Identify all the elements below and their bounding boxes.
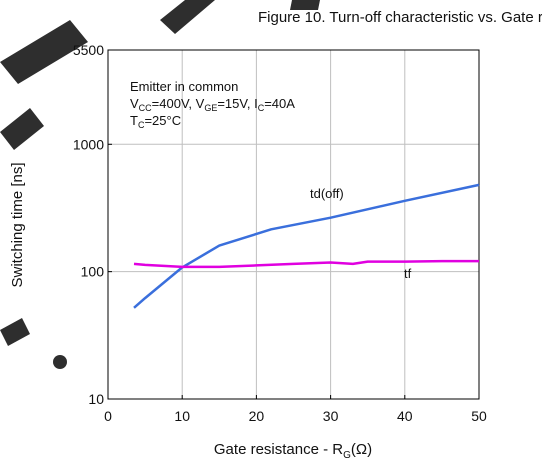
series-layer — [133, 183, 480, 309]
y-tick-label: 1000 — [73, 136, 104, 152]
x-tick-label: 10 — [174, 408, 190, 424]
x-tick-label: 30 — [323, 408, 339, 424]
series-line-tf — [133, 259, 479, 269]
gridlines — [108, 50, 479, 399]
chart-title: Figure 10. Turn-off characteristic vs. G… — [258, 9, 542, 26]
plot-frame — [107, 49, 480, 400]
y-axis-label: Switching time [ns] — [9, 162, 26, 287]
conditions-box: Emitter in common VCC=400V, VGE=15V, IC=… — [130, 79, 295, 130]
x-tick-label: 50 — [471, 408, 487, 424]
condition-line-2: VCC=400V, VGE=15V, IC=40A — [130, 96, 295, 113]
x-axis-label: Gate resistance - RG(Ω) — [214, 441, 372, 461]
x-tick-label: 20 — [249, 408, 265, 424]
x-axis-ticks: 0 10 20 30 40 50 — [104, 395, 487, 424]
x-tick-label: 40 — [397, 408, 413, 424]
y-tick-label: 5500 — [73, 42, 104, 58]
condition-line-1: Emitter in common — [130, 79, 238, 94]
series-label-tf: tf — [404, 266, 412, 281]
y-tick-label: 100 — [81, 264, 105, 280]
watermark — [0, 0, 320, 369]
x-tick-label: 0 — [104, 408, 112, 424]
y-axis-ticks: 10 100 1000 5500 — [73, 42, 112, 407]
series-label-tdoff: td(off) — [310, 186, 344, 201]
series-line-tdoff — [133, 183, 480, 309]
y-tick-label: 10 — [88, 391, 104, 407]
condition-line-3: TC=25°C — [130, 113, 181, 130]
